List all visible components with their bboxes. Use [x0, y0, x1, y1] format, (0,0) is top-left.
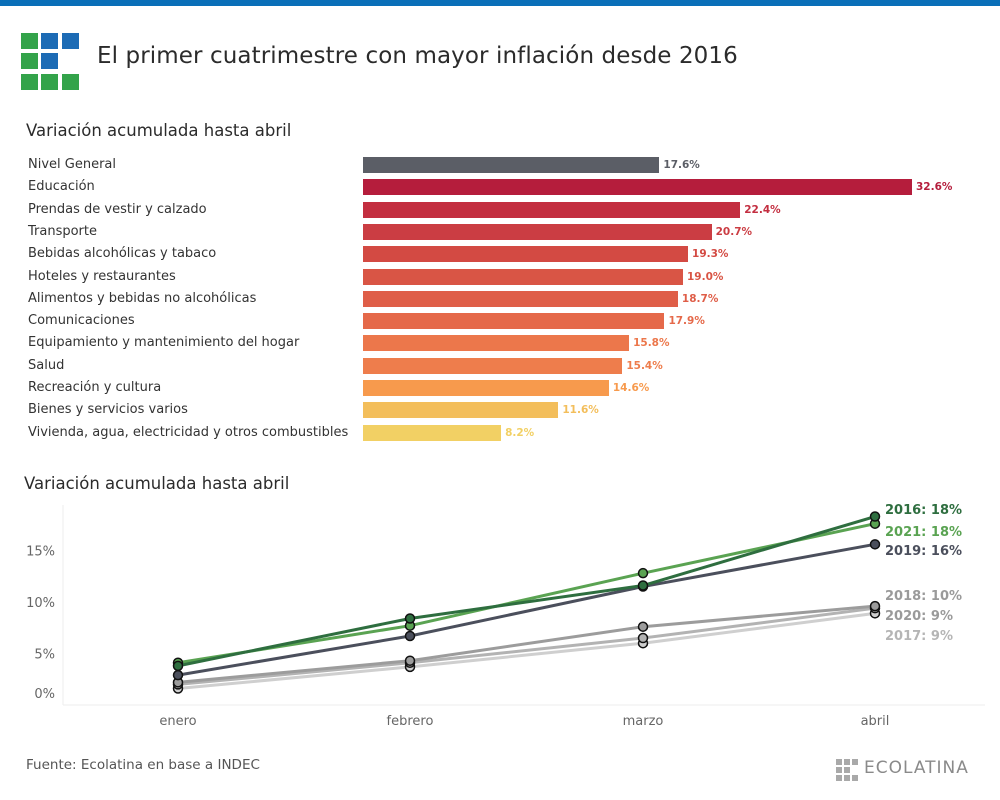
series-end-label: 2018: 10% — [885, 589, 962, 604]
bar — [363, 223, 712, 240]
bar — [363, 179, 912, 196]
data-point-2016 — [637, 580, 649, 591]
series-line-2019 — [177, 542, 876, 677]
y-tick-label: 5% — [34, 648, 55, 663]
bar — [363, 424, 502, 441]
bar-value-label: 19.3% — [692, 248, 729, 261]
y-tick-label: 10% — [26, 596, 55, 611]
brand-grid-icon — [836, 759, 858, 781]
data-point-2016 — [172, 660, 184, 672]
bar-category-label: Bebidas alcohólicas y tabaco — [28, 246, 217, 262]
logo-square — [21, 74, 38, 90]
bar-value-label: 17.6% — [663, 159, 700, 171]
y-tick-label: 15% — [26, 545, 55, 560]
line-chart: 0% 5% 10% 15% enero febrero marzo abril 2017: 9%… — [26, 503, 985, 729]
bar-category-label: Alimentos y bebidas no alcohólicas — [28, 290, 257, 306]
bar — [363, 201, 741, 218]
bar-category-label: Hoteles y restaurantes — [28, 268, 176, 284]
bar-category-label: Nivel General — [28, 157, 117, 172]
bar-category-label: Recreación y cultura — [28, 380, 162, 395]
bar-category-label: Prendas de vestir y calzado — [28, 201, 207, 217]
logo-square — [41, 53, 58, 69]
series-line-2017 — [177, 611, 876, 691]
bar — [363, 357, 623, 374]
data-point-2021 — [637, 567, 649, 579]
bar-value-label: 15.4% — [626, 359, 663, 372]
bar — [363, 402, 559, 419]
series-end-label: 2017: 9% — [885, 629, 953, 644]
bar-value-label: 19.0% — [686, 270, 724, 283]
bar-value-label: 32.6% — [916, 181, 953, 194]
bar-value-label: 14.6% — [612, 382, 650, 394]
series-line-2016 — [177, 515, 876, 668]
bar-category-label: Salud — [28, 357, 65, 373]
series-line-2020 — [177, 606, 876, 686]
brand-name: ECOLATINA — [864, 758, 969, 778]
logo-square — [62, 33, 79, 49]
series-end-label: 2016: 18% — [885, 503, 962, 518]
logo-square — [41, 33, 58, 49]
x-tick-label: abril — [861, 714, 890, 729]
bar-value-label: 20.7% — [715, 225, 753, 238]
bar — [363, 157, 660, 173]
x-tick-label: marzo — [623, 714, 664, 729]
bar — [363, 380, 609, 396]
logo-square — [41, 74, 58, 90]
series-end-label: 2020: 9% — [885, 609, 953, 624]
line-chart-title: Variación acumulada hasta abril — [24, 474, 290, 493]
data-point-2019 — [404, 630, 416, 642]
series-end-label: 2021: 18% — [885, 525, 962, 540]
y-tick-label: 0% — [34, 687, 55, 702]
series-line-2021 — [177, 522, 876, 665]
logo-square — [21, 53, 38, 69]
top-accent-bar — [0, 0, 1000, 6]
bar-value-label: 17.9% — [668, 315, 705, 328]
bar-category-label: Comunicaciones — [28, 313, 135, 329]
data-point-2018 — [869, 600, 881, 612]
bar — [363, 313, 665, 330]
data-point-2020 — [637, 632, 649, 644]
data-point-2018 — [637, 621, 649, 632]
bar-category-label: Transporte — [28, 223, 97, 239]
bar — [363, 268, 683, 285]
data-point-2018 — [404, 655, 416, 666]
logo-icon — [21, 33, 79, 91]
bar-value-label: 11.6% — [562, 404, 599, 417]
series-line-2018 — [177, 604, 876, 684]
bar-value-label: 22.4% — [744, 203, 781, 216]
bar-category-label: Educación — [28, 179, 95, 195]
data-point-2016 — [404, 613, 416, 624]
series-end-label: 2019: 16% — [885, 544, 962, 559]
x-tick-label: enero — [159, 714, 196, 729]
bar — [363, 335, 630, 352]
bar-chart-title: Variación acumulada hasta abril — [26, 121, 292, 140]
bar-value-label: 18.7% — [681, 292, 719, 305]
data-point-2019 — [172, 669, 184, 681]
bar-category-label: Equipamiento y mantenimiento del hogar — [28, 335, 300, 351]
data-point-2016 — [869, 511, 881, 522]
x-tick-label: febrero — [387, 714, 434, 729]
source-note: Fuente: Ecolatina en base a INDEC — [26, 757, 260, 773]
bar-category-label: Vivienda, agua, electricidad y otros com… — [28, 424, 349, 440]
bar-category-label: Bienes y servicios varios — [28, 402, 188, 418]
bar — [363, 290, 678, 307]
bar-value-label: 15.8% — [633, 337, 670, 350]
logo-square — [21, 33, 38, 49]
data-point-2019 — [869, 539, 881, 550]
logo-square — [62, 74, 79, 90]
bar — [363, 246, 689, 263]
page-title: El primer cuatrimestre con mayor inflaci… — [97, 43, 738, 69]
bar-value-label: 8.2% — [505, 426, 535, 439]
